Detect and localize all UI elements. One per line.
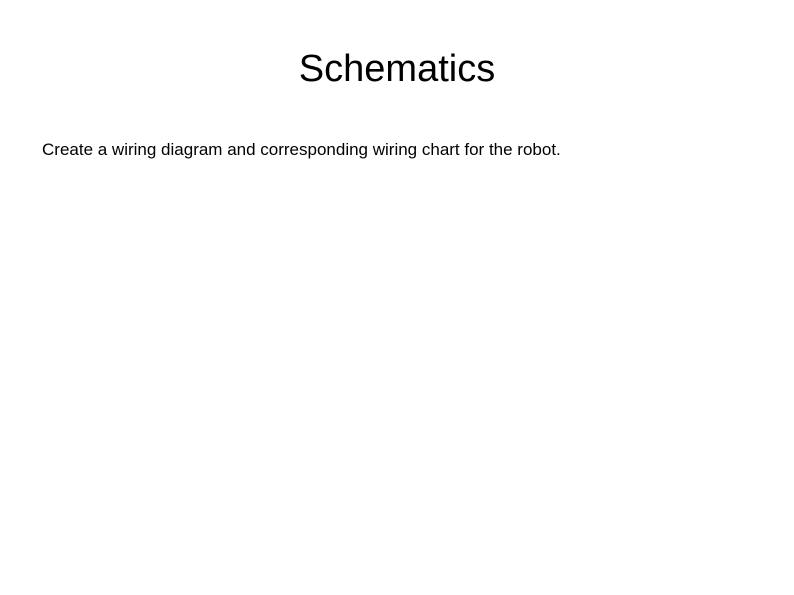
- slide-body-text: Create a wiring diagram and correspondin…: [42, 140, 561, 160]
- slide-title: Schematics: [0, 48, 794, 91]
